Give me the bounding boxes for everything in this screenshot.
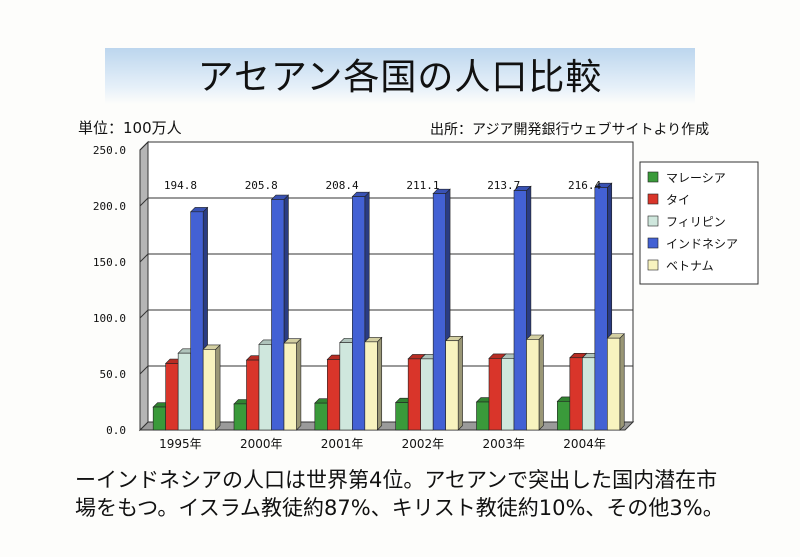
bar [258,344,272,431]
bar [152,406,166,431]
y-tick-label: 200.0 [93,200,126,213]
unit-label: 単位：100万人 [78,119,182,137]
plot-area [147,141,634,423]
bar [395,402,409,431]
y-tick-label: 100.0 [93,312,126,325]
legend-box [639,161,759,285]
bar [283,342,297,431]
x-tick-label: 2000年 [240,437,283,451]
data-label: 213.7 [487,179,520,192]
source-label: 出所：アジア開発銀行ウェブサイトより作成 [430,122,710,138]
data-label: 216.4 [568,179,601,192]
x-tick-label: 2004年 [563,437,606,451]
bar [177,352,191,431]
bar [594,187,608,431]
bar [501,358,515,431]
legend-label: インドネシア [666,237,738,251]
data-label: 205.8 [245,179,278,192]
footnote-line-1: ーインドネシアの人口は世界第4位。アセアンで突出した国内潜在市 [75,468,718,492]
bar [364,341,378,431]
bar [246,359,260,431]
bar [445,340,459,431]
legend-swatch [647,193,659,205]
gridline-side [139,141,149,151]
legend-swatch [647,171,659,183]
bar-side [377,336,383,431]
bar [582,357,596,431]
x-tick-label: 1995年 [159,437,202,451]
bar [607,337,621,431]
bar-side [538,334,544,431]
x-tick-label: 2003年 [482,437,525,451]
data-label: 194.8 [164,179,197,192]
x-tick-label: 2001年 [321,437,364,451]
bar [190,211,204,431]
bar [488,358,502,431]
bar [526,339,540,431]
gridline-side [139,365,149,375]
legend-swatch [647,259,659,271]
bar [513,190,527,431]
gridline-side [139,253,149,263]
bar [233,403,247,431]
bar-side [296,337,302,431]
bar [420,358,434,431]
bar [432,193,446,431]
title-banner [105,48,695,104]
bar-side [619,333,625,431]
y-tick-label: 0.0 [106,424,126,437]
legend-label: タイ [666,193,690,207]
legend-label: ベトナム [666,259,714,273]
bar [407,358,421,431]
bar [476,401,490,431]
data-label: 211.1 [406,179,439,192]
chart-side-wall [139,140,149,432]
legend-swatch [647,215,659,227]
gridline-side [139,197,149,207]
y-tick-label: 150.0 [93,256,126,269]
bar [327,359,341,431]
data-label: 208.4 [326,179,359,192]
bar [557,401,571,431]
footnote-line-2: 場をもつ。イスラム教徒約87%、キリスト教徒約10%、その他3%。 [75,496,724,520]
bar [352,196,366,431]
bar [202,349,216,431]
bar [314,402,328,431]
bar [165,363,179,431]
footnote: ーインドネシアの人口は世界第4位。アセアンで突出した国内潜在市 場をもつ。イスラ… [75,466,775,522]
gridline-side [139,309,149,319]
legend-label: マレーシア [666,171,726,185]
bar [569,357,583,431]
legend-swatch [647,237,659,249]
page-title: アセアン各国の人口比較 [197,57,603,98]
bar [339,342,353,431]
bar-side [215,344,221,431]
y-tick-label: 250.0 [93,144,126,157]
legend-label: フィリピン [666,215,726,229]
bar-side [457,335,463,431]
y-tick-label: 50.0 [100,368,127,381]
x-tick-label: 2002年 [402,437,445,451]
bar [271,199,285,431]
